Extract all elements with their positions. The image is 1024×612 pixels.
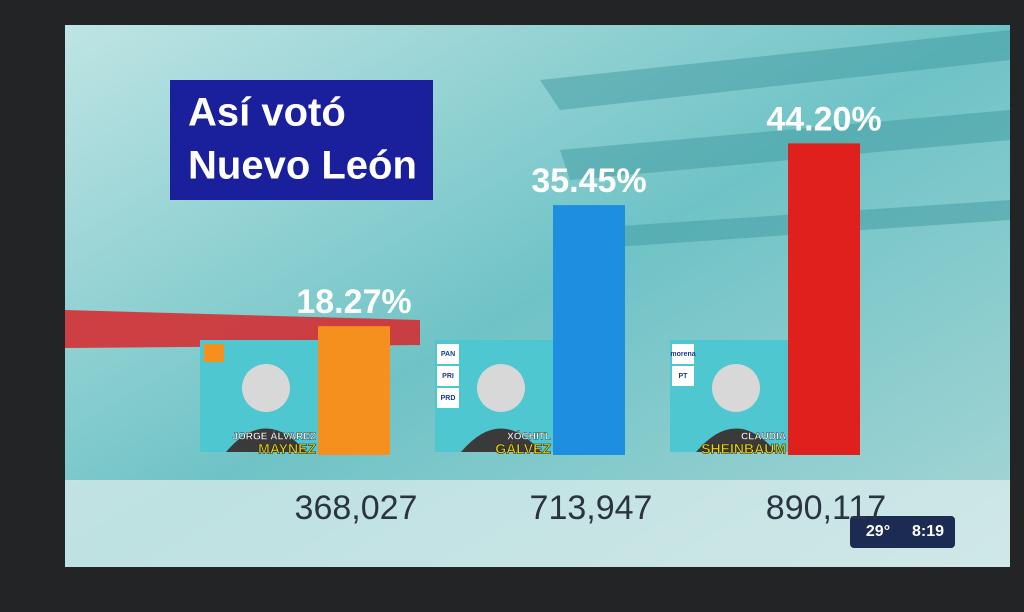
candidate-last-name: MAYNEZ (258, 441, 316, 457)
temperature: 29° (866, 523, 890, 540)
value-label: 44.20% (766, 100, 881, 138)
party-name: PAN (441, 351, 455, 358)
clock: 8:19 (912, 523, 944, 540)
candidate-first-name: XÓCHITL (507, 430, 551, 443)
vote-count: 368,027 (295, 489, 418, 527)
party-logo (672, 366, 694, 386)
party-name: PRD (441, 395, 456, 402)
bar (318, 326, 390, 455)
vote-count: 713,947 (530, 489, 653, 527)
candidate-photo (477, 364, 525, 412)
party-name: PT (679, 373, 689, 380)
title-line: Así votó (188, 91, 346, 135)
decor-lines (540, 30, 1010, 250)
overlay-badge (850, 516, 955, 548)
party-logo (437, 388, 459, 408)
party-logo (672, 344, 694, 364)
party-name: PRI (442, 373, 454, 380)
bar (788, 143, 860, 455)
value-label: 35.45% (531, 162, 646, 200)
candidate-photo (226, 428, 306, 452)
party-logo (437, 344, 459, 364)
candidate-photo (461, 428, 541, 452)
title-box (170, 80, 433, 200)
party-logo (437, 366, 459, 386)
vote-count: 890,117 (766, 489, 886, 527)
party-name: morena (670, 351, 695, 358)
candidate-first-name: JORGE ÁLVAREZ (232, 430, 316, 443)
candidate-photo (242, 364, 290, 412)
candidate-photo (712, 364, 760, 412)
value-label: 18.27% (296, 283, 411, 321)
title-line: Nuevo León (188, 144, 417, 188)
candidate-last-name: GÁLVEZ (495, 441, 551, 457)
candidate-last-name: SHEINBAUM (701, 441, 786, 457)
candidate-photo (696, 428, 776, 452)
candidate-first-name: CLAUDIA (741, 432, 786, 443)
bar (553, 205, 625, 455)
party-logo (204, 344, 224, 362)
